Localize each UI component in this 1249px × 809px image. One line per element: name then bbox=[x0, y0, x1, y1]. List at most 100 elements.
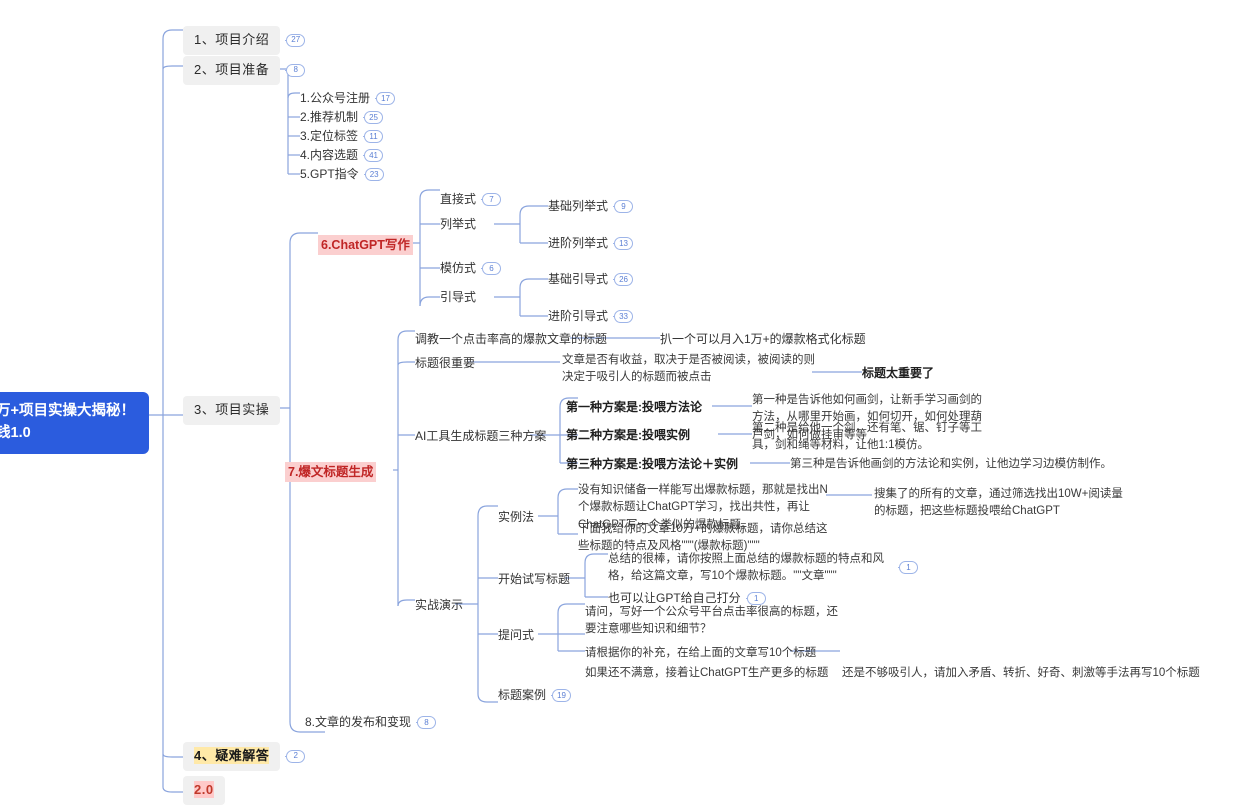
node-hot-title-generation[interactable]: 7.爆文标题生成 bbox=[285, 462, 377, 483]
node-label: 调教一个点击率高的爆款文章的标题 bbox=[415, 332, 608, 346]
node-label: 第三种是告诉他画剑的方法论和实例，让他边学习边模仿制作。 bbox=[790, 458, 1112, 470]
node-scheme-2[interactable]: 第二种方案是:投喂实例 bbox=[566, 427, 690, 444]
node-practical-demo[interactable]: 实战演示 bbox=[415, 597, 463, 614]
node-imitation-style[interactable]: 模仿式 6 bbox=[440, 260, 502, 277]
count-badge: 26 bbox=[614, 273, 634, 287]
node-project-prep[interactable]: 2、项目准备 8 bbox=[183, 56, 306, 85]
node-hot-title-generation-label: 7.爆文标题生成 bbox=[285, 462, 377, 483]
node-basic-guided-style[interactable]: 基础引导式 26 bbox=[548, 271, 634, 288]
count-badge: 6 bbox=[482, 262, 502, 276]
badge-wrap: 13 bbox=[613, 237, 634, 251]
root-line-1: 万+项目实操大揭秘！ bbox=[0, 403, 135, 419]
node-label: AI工具生成标题三种方案 bbox=[415, 429, 547, 443]
node-title-cases[interactable]: 标题案例 19 bbox=[498, 687, 572, 704]
node-label: 文章是否有收益，取决于是否被阅读，被阅读的则决定于吸引人的标题而被点击 bbox=[562, 354, 815, 384]
root-node[interactable]: 万+项目实操大揭秘！ 钱1.0 bbox=[0, 392, 149, 454]
node-faq-label: 4、疑难解答 bbox=[183, 742, 281, 771]
node-question-style-p1: 请问，写好一个公众号平台点击率很高的标题，还要注意哪些知识和细节？ bbox=[585, 604, 845, 639]
node-label: 8.文章的发布和变现 bbox=[305, 715, 412, 729]
node-label: 基础引导式 bbox=[548, 272, 609, 286]
badge-wrap: 19 bbox=[551, 689, 572, 703]
node-faq[interactable]: 4、疑难解答 2 bbox=[183, 742, 306, 771]
badge-wrap: 17 bbox=[375, 92, 396, 106]
count-badge: 7 bbox=[482, 193, 502, 207]
node-ai-three-schemes[interactable]: AI工具生成标题三种方案 bbox=[415, 428, 546, 445]
node-scheme-3[interactable]: 第三种方案是:投喂方法论＋实例 bbox=[566, 456, 738, 473]
node-label: 第一种是告诉他如何画剑，让新手学习画剑的方法，从哪里开始画，如何切开，如何处理葫… bbox=[752, 394, 982, 441]
node-case-method-p2: 下面我给你的文章10万+的爆款标题，请你总结这些标题的特点及风格"""(爆款标题… bbox=[578, 521, 830, 556]
node-content-topics[interactable]: 4.内容选题 41 bbox=[300, 147, 384, 164]
node-question-style-p3-detail: 还是不够吸引人，请加入矛盾、转折、好奇、刺激等手法再写10个标题 bbox=[842, 665, 1200, 682]
node-project-intro-label: 1、项目介绍 bbox=[183, 26, 281, 55]
node-case-method[interactable]: 实例法 bbox=[498, 509, 534, 526]
node-chatgpt-writing-label: 6.ChatGPT写作 bbox=[318, 235, 413, 256]
node-project-intro[interactable]: 1、项目介绍 27 bbox=[183, 26, 306, 55]
node-label: 没有知识储备一样能写出爆款标题，那就是找出N个爆款标题让ChatGPT学习，找出… bbox=[578, 484, 828, 531]
node-start-writing-p1-badge: 1 bbox=[898, 561, 918, 574]
node-positioning-tags[interactable]: 3.定位标签 11 bbox=[300, 128, 384, 145]
node-project-practice[interactable]: 3、项目实操 bbox=[183, 396, 281, 425]
badge-wrap: 1 bbox=[898, 561, 918, 574]
node-question-style[interactable]: 提问式 bbox=[498, 627, 534, 644]
node-basic-list-style[interactable]: 基础列举式 9 bbox=[548, 198, 634, 215]
node-advanced-list-style[interactable]: 进阶列举式 13 bbox=[548, 235, 634, 252]
node-label: 请根据你的补充，在给上面的文章写10个标题 bbox=[585, 647, 817, 659]
node-gpt-instructions[interactable]: 5.GPT指令 23 bbox=[300, 166, 384, 183]
root-label: 万+项目实操大揭秘！ 钱1.0 bbox=[0, 392, 149, 454]
node-label: 基础列举式 bbox=[548, 199, 609, 213]
node-guided-style[interactable]: 引导式 bbox=[440, 289, 476, 306]
node-label: 总结的很棒，请你按照上面总结的爆款标题的特点和风格，给这篇文章，写10个爆款标题… bbox=[608, 553, 884, 583]
node-advanced-guided-style[interactable]: 进阶引导式 33 bbox=[548, 308, 634, 325]
node-label: 扒一个可以月入1万+的爆款格式化标题 bbox=[660, 332, 866, 346]
count-badge: 1 bbox=[746, 592, 766, 606]
count-badge: 1 bbox=[899, 561, 918, 574]
count-badge: 8 bbox=[286, 63, 306, 77]
node-train-high-ctr-title[interactable]: 调教一个点击率高的爆款文章的标题 bbox=[415, 331, 607, 348]
node-scheme-1[interactable]: 第一种方案是:投喂方法论 bbox=[566, 399, 702, 416]
badge-wrap: 27 bbox=[285, 33, 306, 47]
badge-wrap: 25 bbox=[363, 111, 384, 125]
node-label: 如果还不满意，接着让ChatGPT生产更多的标题 bbox=[585, 667, 829, 679]
root-line-2: 钱1.0 bbox=[0, 424, 31, 441]
count-badge: 17 bbox=[376, 92, 396, 106]
node-recommend-mechanism[interactable]: 2.推荐机制 25 bbox=[300, 109, 384, 126]
node-label: 标题很重要 bbox=[415, 356, 476, 370]
node-publish-monetize[interactable]: 8.文章的发布和变现 8 bbox=[305, 714, 437, 731]
node-start-writing-titles[interactable]: 开始试写标题 bbox=[498, 571, 570, 588]
node-label: 3.定位标签 bbox=[300, 129, 359, 143]
count-badge: 19 bbox=[552, 689, 572, 703]
node-list-style[interactable]: 列举式 bbox=[440, 216, 476, 233]
count-badge: 23 bbox=[364, 168, 384, 182]
node-label: 提问式 bbox=[498, 628, 535, 642]
count-badge: 2 bbox=[286, 749, 306, 763]
node-official-account-register[interactable]: 1.公众号注册 17 bbox=[300, 90, 396, 107]
node-label: 2.推荐机制 bbox=[300, 110, 359, 124]
node-label: 第三种方案是:投喂方法论＋实例 bbox=[566, 457, 738, 471]
node-title-is-important[interactable]: 标题很重要 bbox=[415, 355, 475, 372]
node-label: 第二种是给他一个剑，还有笔、锯、钉子等工具，剑和绳等材料，让他1:1模仿。 bbox=[752, 422, 982, 452]
node-direct-style[interactable]: 直接式 7 bbox=[440, 191, 502, 208]
node-label: 引导式 bbox=[440, 290, 477, 304]
node-version-2[interactable]: 2.0 bbox=[183, 776, 225, 805]
badge-wrap: 26 bbox=[613, 273, 634, 287]
count-badge: 25 bbox=[364, 111, 384, 125]
node-label: 模仿式 bbox=[440, 261, 477, 275]
node-project-practice-label: 3、项目实操 bbox=[183, 396, 281, 425]
node-label: 第一种方案是:投喂方法论 bbox=[566, 400, 702, 414]
count-badge: 11 bbox=[364, 130, 384, 144]
count-badge: 9 bbox=[614, 200, 634, 214]
badge-wrap: 7 bbox=[481, 193, 502, 207]
node-case-method-p1-detail: 搜集了的所有的文章，通过筛选找出10W+阅读量的标题，把这些标题投喂给ChatG… bbox=[874, 486, 1124, 521]
node-label: 进阶引导式 bbox=[548, 309, 609, 323]
node-scheme-1-detail: 第一种是告诉他如何画剑，让新手学习画剑的方法，从哪里开始画，如何切开，如何处理葫… bbox=[752, 392, 992, 444]
node-title-is-important-tail: 标题太重要了 bbox=[862, 365, 934, 382]
badge-wrap: 8 bbox=[416, 716, 437, 730]
node-project-prep-label: 2、项目准备 bbox=[183, 56, 281, 85]
node-faq-text: 4、疑难解答 bbox=[194, 747, 270, 764]
count-badge: 41 bbox=[364, 149, 384, 163]
badge-wrap: 23 bbox=[363, 168, 384, 182]
node-chatgpt-writing[interactable]: 6.ChatGPT写作 bbox=[318, 235, 413, 256]
badge-wrap: 6 bbox=[481, 262, 502, 276]
badge-wrap: 33 bbox=[613, 310, 634, 324]
